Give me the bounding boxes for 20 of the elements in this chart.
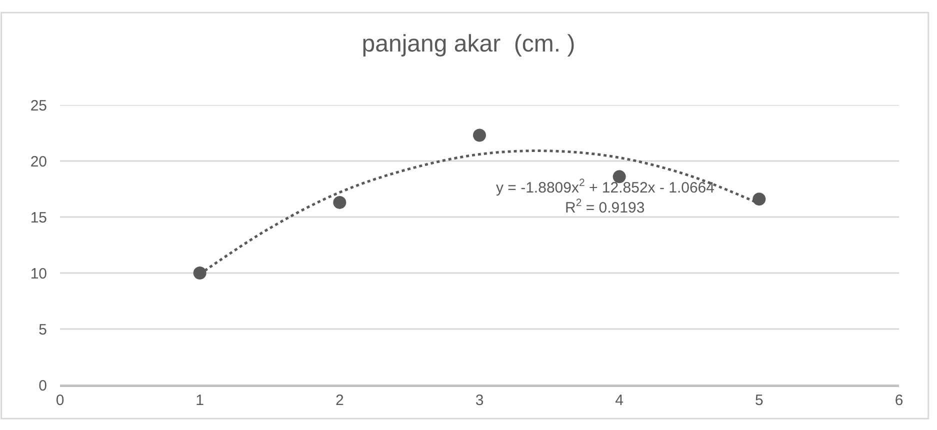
chart-title: panjang akar (cm. ) xyxy=(362,30,576,58)
point xyxy=(473,128,486,142)
annotation: y = -1.8809x$^{2}$ + 12.852x - 1.0664 xyxy=(496,177,714,196)
x-tick-label: 0 xyxy=(56,392,64,409)
y-tick-label: 5 xyxy=(38,321,47,338)
y-tick-label: 10 xyxy=(30,265,47,282)
x-tick-label: 3 xyxy=(475,392,484,409)
point xyxy=(752,192,766,206)
point xyxy=(333,196,346,209)
x-tick-label: 1 xyxy=(196,392,204,409)
y-tick-label: 15 xyxy=(30,209,47,226)
y-tick-label: 0 xyxy=(38,377,47,394)
annotation: R$^{2}$ = 0.9193 xyxy=(565,197,645,216)
x-tick-label: 4 xyxy=(615,392,624,409)
x-tick-label: 5 xyxy=(755,392,764,409)
y-tick-label: 20 xyxy=(30,153,47,170)
x-tick-label: 6 xyxy=(894,392,904,409)
point xyxy=(193,266,206,280)
x-tick-label: 2 xyxy=(336,392,344,409)
y-tick-label: 25 xyxy=(30,97,47,114)
